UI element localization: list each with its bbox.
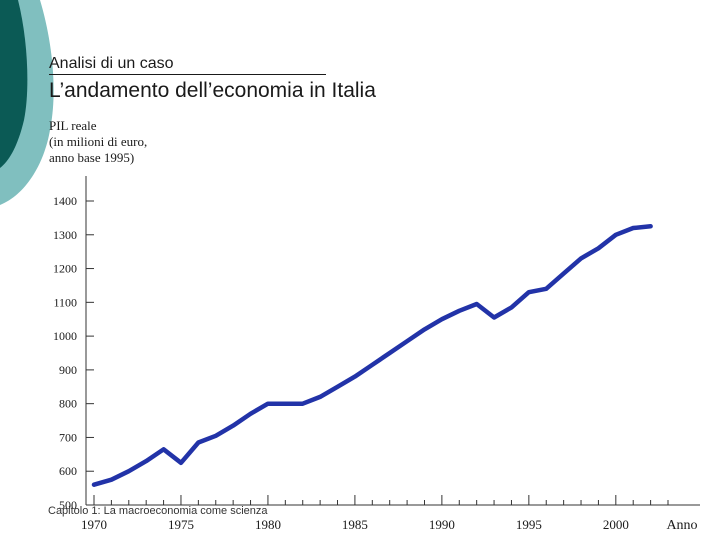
y-axis-label: PIL reale(in milioni di euro,anno base 1… bbox=[49, 118, 147, 165]
x-axis-ticks: 1970 1975 1980 1985 1990 1995 2000 bbox=[81, 495, 669, 532]
y-tick-label: 700 bbox=[59, 430, 77, 444]
y-tick-label: 1300 bbox=[53, 228, 77, 242]
decoration-dark-arc bbox=[0, 0, 28, 168]
x-tick-label: 1970 bbox=[81, 517, 107, 532]
y-axis-ticks: 500 600 700 800 900 1000 1100 1200 1300 1400 bbox=[53, 194, 94, 512]
y-tick-label: 900 bbox=[59, 363, 77, 377]
y-tick-label: 1200 bbox=[53, 262, 77, 276]
x-tick-label: 1985 bbox=[342, 517, 368, 532]
y-axis-label-line: anno base 1995) bbox=[49, 150, 134, 165]
x-tick-label: 1980 bbox=[255, 517, 281, 532]
x-tick-label: 2000 bbox=[603, 517, 629, 532]
y-tick-label: 600 bbox=[59, 464, 77, 478]
y-tick-label: 1000 bbox=[53, 329, 77, 343]
y-axis-label-line: PIL reale bbox=[49, 118, 97, 133]
y-axis-label-line: (in milioni di euro, bbox=[49, 134, 147, 149]
y-tick-label: 1400 bbox=[53, 194, 77, 208]
slide-footer: Capitolo 1: La macroeconomia come scienz… bbox=[48, 505, 268, 517]
x-tick-label: 1995 bbox=[516, 517, 542, 532]
kicker-underline bbox=[49, 74, 326, 75]
x-axis-label: Anno bbox=[666, 518, 697, 533]
x-tick-label: 1975 bbox=[168, 517, 194, 532]
slide-title: L’andamento dell’economia in Italia bbox=[49, 79, 376, 102]
gdp-series-line bbox=[91, 224, 653, 487]
y-tick-label: 800 bbox=[59, 397, 77, 411]
y-tick-label: 1100 bbox=[53, 295, 77, 309]
section-kicker: Analisi di un caso bbox=[49, 55, 174, 72]
x-tick-label: 1990 bbox=[429, 517, 455, 532]
slide-decoration bbox=[0, 0, 54, 205]
y-tick-label: 500 bbox=[59, 498, 77, 512]
